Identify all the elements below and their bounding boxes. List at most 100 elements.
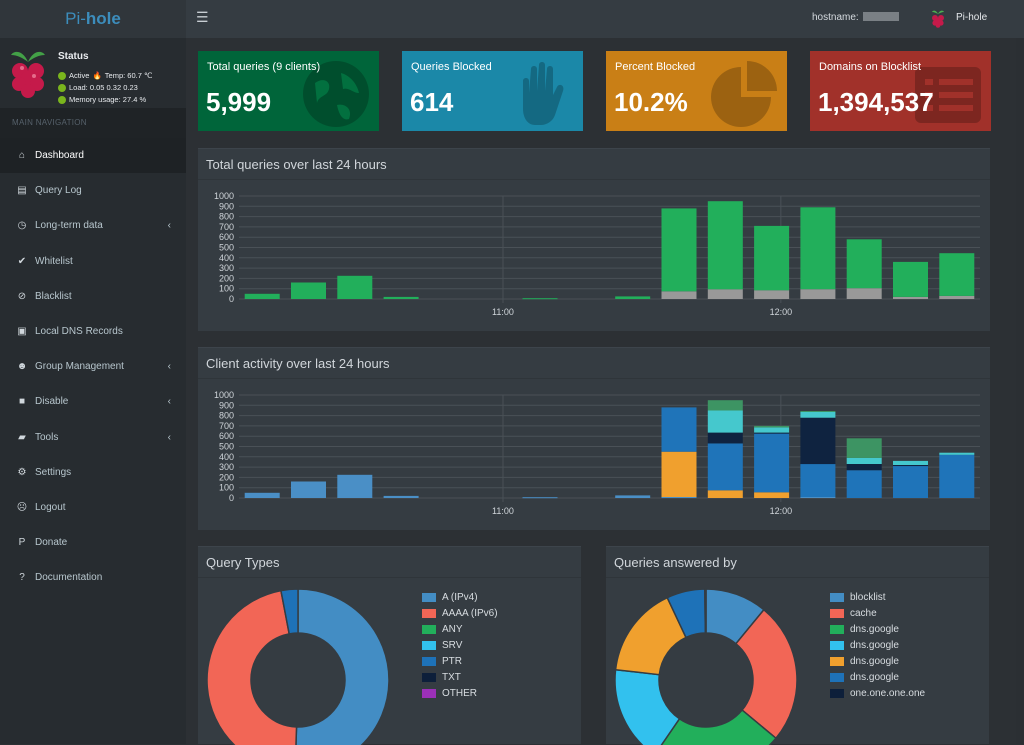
clients-bar-client-5[interactable] — [754, 427, 790, 433]
clients-bar-client-5[interactable] — [939, 452, 975, 455]
sidebar-item-long-term-data[interactable]: ◷ Long-term data ‹ — [0, 208, 186, 243]
queries-bar-blocked[interactable] — [939, 295, 975, 299]
sidebar-item-group-management[interactable]: ☻ Group Management ‹ — [0, 349, 186, 384]
legend-item[interactable]: blocklist — [830, 589, 925, 605]
clients-bar-client-6[interactable] — [707, 400, 743, 411]
pie-slice-cache[interactable] — [734, 608, 798, 740]
queries-bar-permitted[interactable] — [522, 298, 558, 300]
queries-bar-permitted[interactable] — [893, 261, 928, 297]
queries-bar-permitted[interactable] — [244, 293, 280, 299]
clients-bar-client-1[interactable] — [661, 497, 697, 498]
clients-bar-client-2[interactable] — [754, 492, 790, 498]
queries-bar-permitted[interactable] — [383, 296, 419, 299]
raspberry-icon[interactable] — [930, 8, 946, 28]
queries-bar-blocked[interactable] — [800, 289, 836, 299]
sidebar-item-local-dns-records[interactable]: ▣ Local DNS Records — [0, 314, 186, 349]
sidebar-item-tools[interactable]: ▰ Tools ‹ — [0, 420, 186, 455]
clients-bar-client-3[interactable] — [939, 454, 975, 498]
sidebar-item-dashboard[interactable]: ⌂ Dashboard — [0, 138, 186, 173]
sidebar-item-documentation[interactable]: ? Documentation — [0, 560, 186, 595]
queries-bar-blocked[interactable] — [846, 288, 882, 299]
sidebar-item-donate[interactable]: P Donate — [0, 525, 186, 560]
clients-bar-client-1[interactable] — [800, 497, 836, 498]
legend-item[interactable]: cache — [830, 605, 925, 621]
clients-bar-client-3[interactable] — [893, 466, 928, 498]
clients-bar-client-3[interactable] — [846, 470, 882, 498]
legend-item[interactable]: dns.google — [830, 637, 925, 653]
clients-bar-client-4[interactable] — [893, 465, 928, 466]
queries-bar-blocked[interactable] — [893, 296, 928, 299]
clients-bar-client-2[interactable] — [661, 451, 697, 497]
pie-slice-dns-google[interactable] — [655, 709, 777, 745]
clients-bar-client-1[interactable] — [291, 481, 326, 499]
clients-bar-client-6[interactable] — [846, 438, 882, 458]
clients-bar-client-6[interactable] — [754, 425, 790, 428]
clients-bar-client-5[interactable] — [893, 460, 928, 465]
pie-slice-one-one-one-one[interactable] — [704, 588, 707, 634]
queries-bar-permitted[interactable] — [800, 207, 836, 290]
sidebar-item-logout[interactable]: ☹ Logout — [0, 490, 186, 525]
queries-bar-blocked[interactable] — [707, 289, 743, 299]
legend-item[interactable]: ANY — [422, 621, 498, 637]
queries-bar-permitted[interactable] — [291, 282, 326, 300]
legend-item[interactable]: PTR — [422, 653, 498, 669]
clients-bar-client-4[interactable] — [707, 432, 743, 444]
stat-box-hand[interactable]: Queries Blocked 614 — [402, 51, 583, 131]
legend-item[interactable]: one.one.one.one — [830, 685, 925, 701]
queries-bar-permitted[interactable] — [615, 296, 651, 299]
queries-bar-blocked[interactable] — [661, 291, 697, 299]
clients-bar-client-5[interactable] — [846, 457, 882, 464]
clients-bar-client-1[interactable] — [522, 497, 558, 499]
clients-bar-client-4[interactable] — [800, 417, 836, 465]
clients-bar-client-2[interactable] — [707, 490, 743, 498]
clients-bar-client-1[interactable] — [244, 492, 280, 498]
queries-bar-permitted[interactable] — [661, 208, 697, 292]
clients-bar-client-1[interactable] — [615, 495, 651, 498]
queries-bar-permitted[interactable] — [707, 201, 743, 290]
queries-bar-permitted[interactable] — [337, 275, 373, 299]
clients-bar-client-4[interactable] — [754, 432, 790, 434]
clients-bar-client-1[interactable] — [337, 474, 373, 498]
queries-bar-permitted[interactable] — [939, 253, 975, 296]
stat-box-pie-chart[interactable]: Percent Blocked 10.2% — [606, 51, 787, 131]
bars-icon[interactable]: ☰ — [196, 9, 209, 25]
legend-item[interactable]: dns.google — [830, 621, 925, 637]
user-menu-label[interactable]: Pi-hole — [956, 12, 988, 23]
clients-bar-client-5[interactable] — [707, 410, 743, 433]
legend-item[interactable]: A (IPv4) — [422, 589, 498, 605]
queries-bar-blocked[interactable] — [754, 290, 790, 299]
page-scrollbar[interactable] — [1016, 38, 1024, 744]
legend-item[interactable]: dns.google — [830, 653, 925, 669]
queries-bar-permitted[interactable] — [754, 225, 790, 291]
legend-item[interactable]: SRV — [422, 637, 498, 653]
legend-item[interactable]: OTHER — [422, 685, 498, 701]
sidebar-item-query-log[interactable]: ▤ Query Log — [0, 173, 186, 208]
pie-slice-a-ipv4-[interactable] — [295, 588, 390, 745]
stat-box-list[interactable]: Domains on Blocklist 1,394,537 — [810, 51, 991, 131]
clients-bar-client-3[interactable] — [800, 464, 836, 497]
sidebar-item-blacklist[interactable]: ⊘ Blacklist — [0, 279, 186, 314]
stat-box-globe[interactable]: Total queries (9 clients) 5,999 — [198, 51, 379, 131]
queries-bar-permitted[interactable] — [846, 239, 882, 289]
sidebar-item-whitelist[interactable]: ✔ Whitelist — [0, 244, 186, 279]
legend-item[interactable]: AAAA (IPv6) — [422, 605, 498, 621]
clients-bar-client-6[interactable] — [800, 411, 836, 412]
pie-slice-dns-google[interactable] — [614, 668, 681, 745]
legend-item[interactable]: TXT — [422, 669, 498, 685]
forward-destinations-chart[interactable] — [606, 547, 989, 745]
clients-bar-client-4[interactable] — [846, 464, 882, 471]
app-logo[interactable]: Pi-hole — [0, 0, 186, 38]
pie-slice-ptr[interactable] — [280, 588, 299, 635]
clients-bar-client-5[interactable] — [800, 412, 836, 418]
clients-bar-client-3[interactable] — [661, 407, 697, 452]
pie-slice-aaaa-ipv6-[interactable] — [206, 589, 298, 745]
sidebar-item-disable[interactable]: ■ Disable ‹ — [0, 384, 186, 419]
clients-bar-client-3[interactable] — [754, 433, 790, 493]
clients-bar-client-3[interactable] — [707, 443, 743, 491]
query-types-chart[interactable] — [198, 547, 581, 745]
clients-bar-client-1[interactable] — [383, 495, 419, 498]
legend-item[interactable]: dns.google — [830, 669, 925, 685]
sidebar-item-settings[interactable]: ⚙ Settings — [0, 455, 186, 490]
